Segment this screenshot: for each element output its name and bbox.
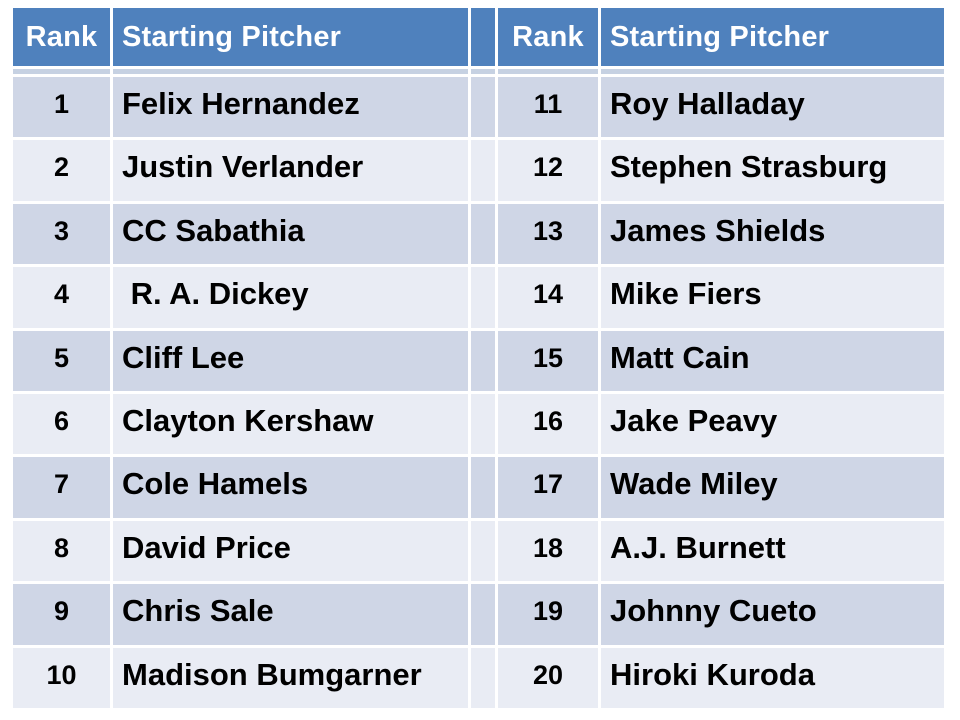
rank-cell: 15 — [498, 330, 598, 391]
rank-cell: 14 — [498, 267, 598, 328]
rank-cell: 1 — [13, 77, 110, 138]
divider-segment — [471, 69, 495, 74]
pitcher-name-cell: R. A. Dickey — [113, 267, 468, 328]
rank-cell: 3 — [13, 203, 110, 265]
table-row: 5 Cliff Lee 15 Matt Cain — [13, 330, 944, 391]
rank-cell: 2 — [13, 140, 110, 201]
spacer-cell — [471, 203, 495, 265]
pitcher-name-cell: Stephen Strasburg — [601, 140, 944, 201]
left-rank-header: Rank — [13, 8, 110, 66]
pitcher-name-cell: David Price — [113, 520, 468, 582]
spacer-cell — [471, 457, 495, 518]
table-row: 8 David Price 18 A.J. Burnett — [13, 520, 944, 582]
rank-cell: 5 — [13, 330, 110, 391]
header-divider-line — [13, 69, 944, 74]
rank-cell: 7 — [13, 457, 110, 518]
rank-cell: 12 — [498, 140, 598, 201]
spacer-cell — [471, 520, 495, 582]
pitcher-name-cell: Clayton Kershaw — [113, 393, 468, 455]
rank-cell: 20 — [498, 647, 598, 708]
rank-cell: 16 — [498, 393, 598, 455]
pitcher-name-cell: Roy Halladay — [601, 77, 944, 138]
spacer-cell — [471, 393, 495, 455]
spacer-column-header — [471, 8, 495, 66]
rank-cell: 8 — [13, 520, 110, 582]
pitcher-name-cell: Jake Peavy — [601, 393, 944, 455]
spacer-cell — [471, 140, 495, 201]
pitcher-name-cell: Matt Cain — [601, 330, 944, 391]
rank-cell: 19 — [498, 584, 598, 645]
table-body: 1 Felix Hernandez 11 Roy Halladay 2 Justin Ve… — [13, 77, 944, 708]
rank-cell: 6 — [13, 393, 110, 455]
pitcher-name-cell: Cole Hamels — [113, 457, 468, 518]
table-row: 1 Felix Hernandez 11 Roy Halladay — [13, 77, 944, 138]
rank-cell: 13 — [498, 203, 598, 265]
pitcher-name-cell: A.J. Burnett — [601, 520, 944, 582]
table-row: 6 Clayton Kershaw 16 Jake Peavy — [13, 393, 944, 455]
table-row: 9 Chris Sale 19 Johnny Cueto — [13, 584, 944, 645]
rank-cell: 18 — [498, 520, 598, 582]
table-row: 3 CC Sabathia 13 James Shields — [13, 203, 944, 265]
rank-cell: 11 — [498, 77, 598, 138]
pitcher-name-cell: Mike Fiers — [601, 267, 944, 328]
pitcher-name-cell: Chris Sale — [113, 584, 468, 645]
right-rank-header: Rank — [498, 8, 598, 66]
right-pitcher-header: Starting Pitcher — [601, 8, 944, 66]
divider-segment — [601, 69, 944, 74]
spacer-cell — [471, 647, 495, 708]
divider-segment — [113, 69, 468, 74]
pitcher-name-cell: Johnny Cueto — [601, 584, 944, 645]
pitcher-name-cell: Madison Bumgarner — [113, 647, 468, 708]
rank-cell: 4 — [13, 267, 110, 328]
pitcher-name-cell: Cliff Lee — [113, 330, 468, 391]
pitcher-name-cell: Justin Verlander — [113, 140, 468, 201]
pitcher-name-cell: Wade Miley — [601, 457, 944, 518]
rank-cell: 9 — [13, 584, 110, 645]
divider-segment — [498, 69, 598, 74]
table-header-row: Rank Starting Pitcher Rank Starting Pitc… — [13, 8, 944, 66]
table-row: 7 Cole Hamels 17 Wade Miley — [13, 457, 944, 518]
pitcher-name-cell: Felix Hernandez — [113, 77, 468, 138]
table-row: 4 R. A. Dickey 14 Mike Fiers — [13, 267, 944, 328]
left-pitcher-header: Starting Pitcher — [113, 8, 468, 66]
rank-cell: 10 — [13, 647, 110, 708]
table-row: 10 Madison Bumgarner 20 Hiroki Kuroda — [13, 647, 944, 708]
spacer-cell — [471, 330, 495, 391]
pitcher-name-cell: Hiroki Kuroda — [601, 647, 944, 708]
table-row: 2 Justin Verlander 12 Stephen Strasburg — [13, 140, 944, 201]
divider-segment — [13, 69, 110, 74]
spacer-cell — [471, 584, 495, 645]
pitcher-name-cell: James Shields — [601, 203, 944, 265]
pitcher-name-cell: CC Sabathia — [113, 203, 468, 265]
spacer-cell — [471, 77, 495, 138]
rank-cell: 17 — [498, 457, 598, 518]
pitcher-rankings-table: Rank Starting Pitcher Rank Starting Pitc… — [10, 5, 947, 711]
spacer-cell — [471, 267, 495, 328]
